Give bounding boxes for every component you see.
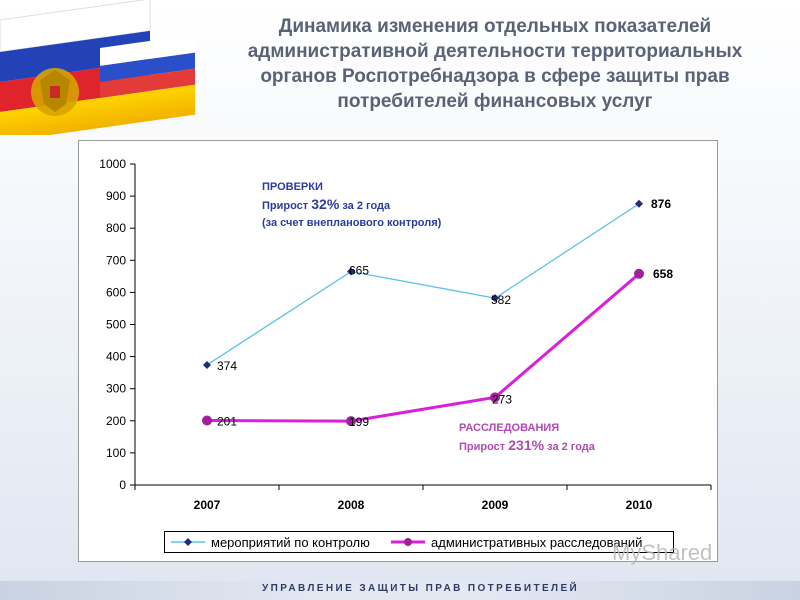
checks-growth-value: 32% xyxy=(311,196,340,212)
legend-item-investigations: административных расследований xyxy=(391,532,642,552)
data-label-checks: 582 xyxy=(491,293,511,307)
legend-item-checks: мероприятий по контролю xyxy=(171,532,370,552)
y-tick-label: 200 xyxy=(106,414,126,428)
data-label-investigations: 273 xyxy=(492,392,512,406)
investigations-growth-value: 231% xyxy=(508,437,545,453)
data-label-checks: 665 xyxy=(349,264,369,278)
watermark-text: MyShared xyxy=(612,540,713,565)
investigations-growth-suffix: за 2 года xyxy=(547,441,595,453)
checks-growth-suffix: за 2 года xyxy=(342,200,391,212)
checks-annotation: ПРОВЕРКИ Прирост 32% за 2 года (за счет … xyxy=(262,179,441,232)
checks-note: (за счет внепланового контроля) xyxy=(262,217,442,229)
investigations-annotation: РАССЛЕДОВАНИЯ Прирост 231% за 2 года xyxy=(459,420,595,456)
y-tick-label: 0 xyxy=(119,478,126,492)
chart-legend: мероприятий по контролю административных… xyxy=(164,531,674,553)
footer-band xyxy=(0,581,800,600)
russian-flag-emblem-image xyxy=(0,0,195,135)
chart-panel: 0 100 200 300 400 500 600 700 800 900 1000 2007 2008… xyxy=(78,140,718,562)
data-label-checks: 876 xyxy=(651,197,671,211)
data-point-checks xyxy=(347,267,355,276)
data-point-investigations xyxy=(634,268,644,279)
y-tick-label: 500 xyxy=(106,318,126,332)
data-point-checks xyxy=(491,294,499,303)
checks-growth-prefix: Прирост xyxy=(262,200,309,212)
y-tick-label: 300 xyxy=(106,382,126,396)
checks-heading: ПРОВЕРКИ xyxy=(262,181,323,193)
legend-investigations-swatch xyxy=(391,538,425,546)
y-tick-label: 100 xyxy=(106,446,126,460)
y-tick-label: 900 xyxy=(106,189,126,203)
x-tick-label: 2010 xyxy=(626,498,653,512)
data-label-investigations: 199 xyxy=(349,415,369,429)
investigations-growth: Прирост 231% за 2 года xyxy=(459,437,595,456)
data-label-investigations: 201 xyxy=(217,414,237,428)
investigations-heading: РАССЛЕДОВАНИЯ xyxy=(459,422,560,434)
series-line-checks xyxy=(206,203,640,366)
legend-checks-swatch xyxy=(171,538,205,546)
data-label-investigations: 658 xyxy=(653,267,673,281)
page-title: Динамика изменения отдельных показателей… xyxy=(205,14,785,114)
title-line-2: административной деятельности территориа… xyxy=(247,41,743,62)
y-tick-label: 400 xyxy=(106,350,126,364)
data-label-checks: 374 xyxy=(217,359,237,373)
data-point-investigations xyxy=(202,415,212,426)
coat-of-arms-icon xyxy=(31,68,79,116)
x-tick-label: 2009 xyxy=(482,498,509,512)
y-tick-label: 800 xyxy=(106,221,126,235)
y-tick-label: 1000 xyxy=(99,157,126,171)
legend-checks-label: мероприятий по контролю xyxy=(211,534,370,550)
data-point-investigations xyxy=(490,392,500,403)
data-point-checks xyxy=(635,199,643,208)
x-tick-label: 2008 xyxy=(338,498,365,512)
line-chart: 0 100 200 300 400 500 600 700 800 900 1000 2007 2008… xyxy=(99,157,712,512)
legend-investigations-label: административных расследований xyxy=(431,534,643,550)
title-line-3: органов Роспотребнадзора в сфере защиты … xyxy=(260,66,730,87)
data-point-investigations xyxy=(346,416,356,427)
investigations-growth-prefix: Прирост xyxy=(459,441,506,453)
y-tick-label: 700 xyxy=(106,253,126,267)
series-line-investigations xyxy=(206,272,640,423)
x-tick-label: 2007 xyxy=(194,498,221,512)
y-tick-label: 600 xyxy=(106,285,126,299)
title-line-4: потребителей финансовых услуг xyxy=(337,91,653,112)
checks-growth: Прирост 32% за 2 года xyxy=(262,196,441,215)
footer-text: УПРАВЛЕНИЕ ЗАЩИТЫ ПРАВ ПОТРЕБИТЕЛЕЙ xyxy=(262,583,580,594)
title-line-1: Динамика изменения отдельных показателей xyxy=(278,16,712,37)
data-point-checks xyxy=(203,360,211,369)
